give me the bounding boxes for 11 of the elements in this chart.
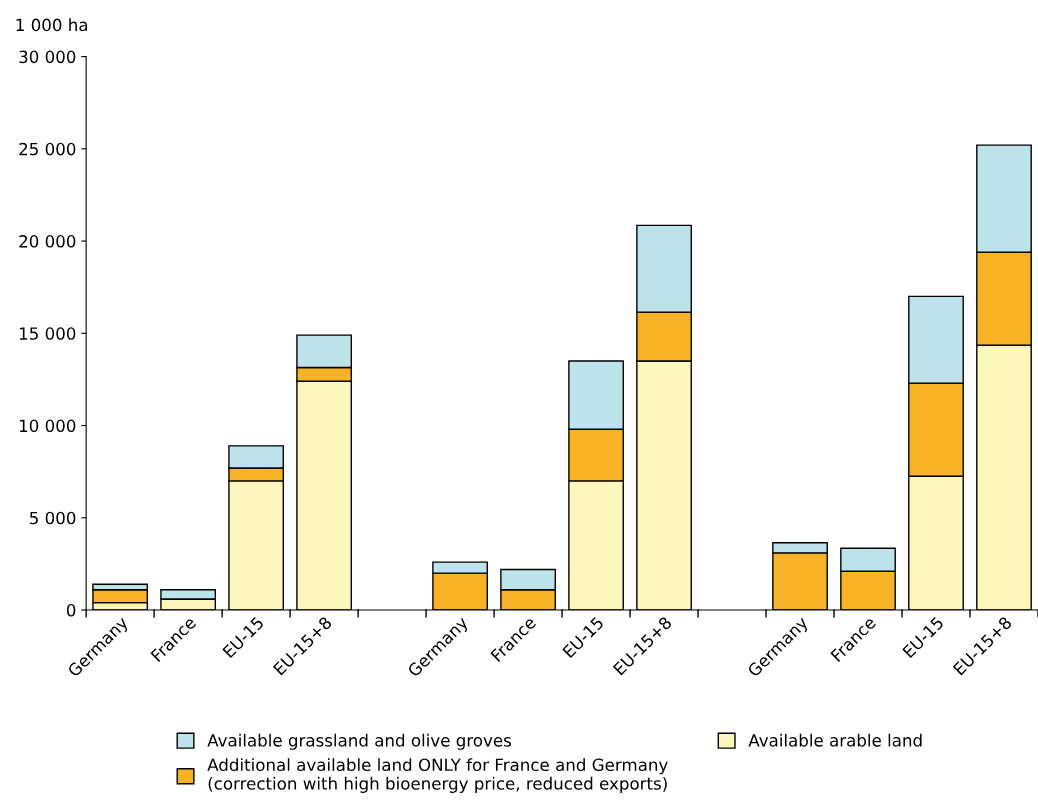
y-tick-label: 10 000 bbox=[19, 419, 76, 433]
y-tick-label: 20 000 bbox=[19, 235, 76, 248]
y-tick-label: 15 000 bbox=[19, 327, 76, 340]
y-axis-title: 1 000 ha bbox=[16, 18, 88, 32]
y-tick-label: 25 000 bbox=[19, 142, 76, 156]
legend-label: Available grassland and olive groves bbox=[207, 733, 511, 750]
legend-label: Additional available land ONLY for France and Germany (correction with high bioenergy price, reduced exports) bbox=[207, 758, 668, 793]
y-tick-label: 0 bbox=[66, 604, 76, 617]
legend-label: Available arable land bbox=[748, 733, 922, 747]
y-tick-label: 5 000 bbox=[30, 511, 76, 525]
y-tick-label: 30 000 bbox=[19, 50, 76, 64]
